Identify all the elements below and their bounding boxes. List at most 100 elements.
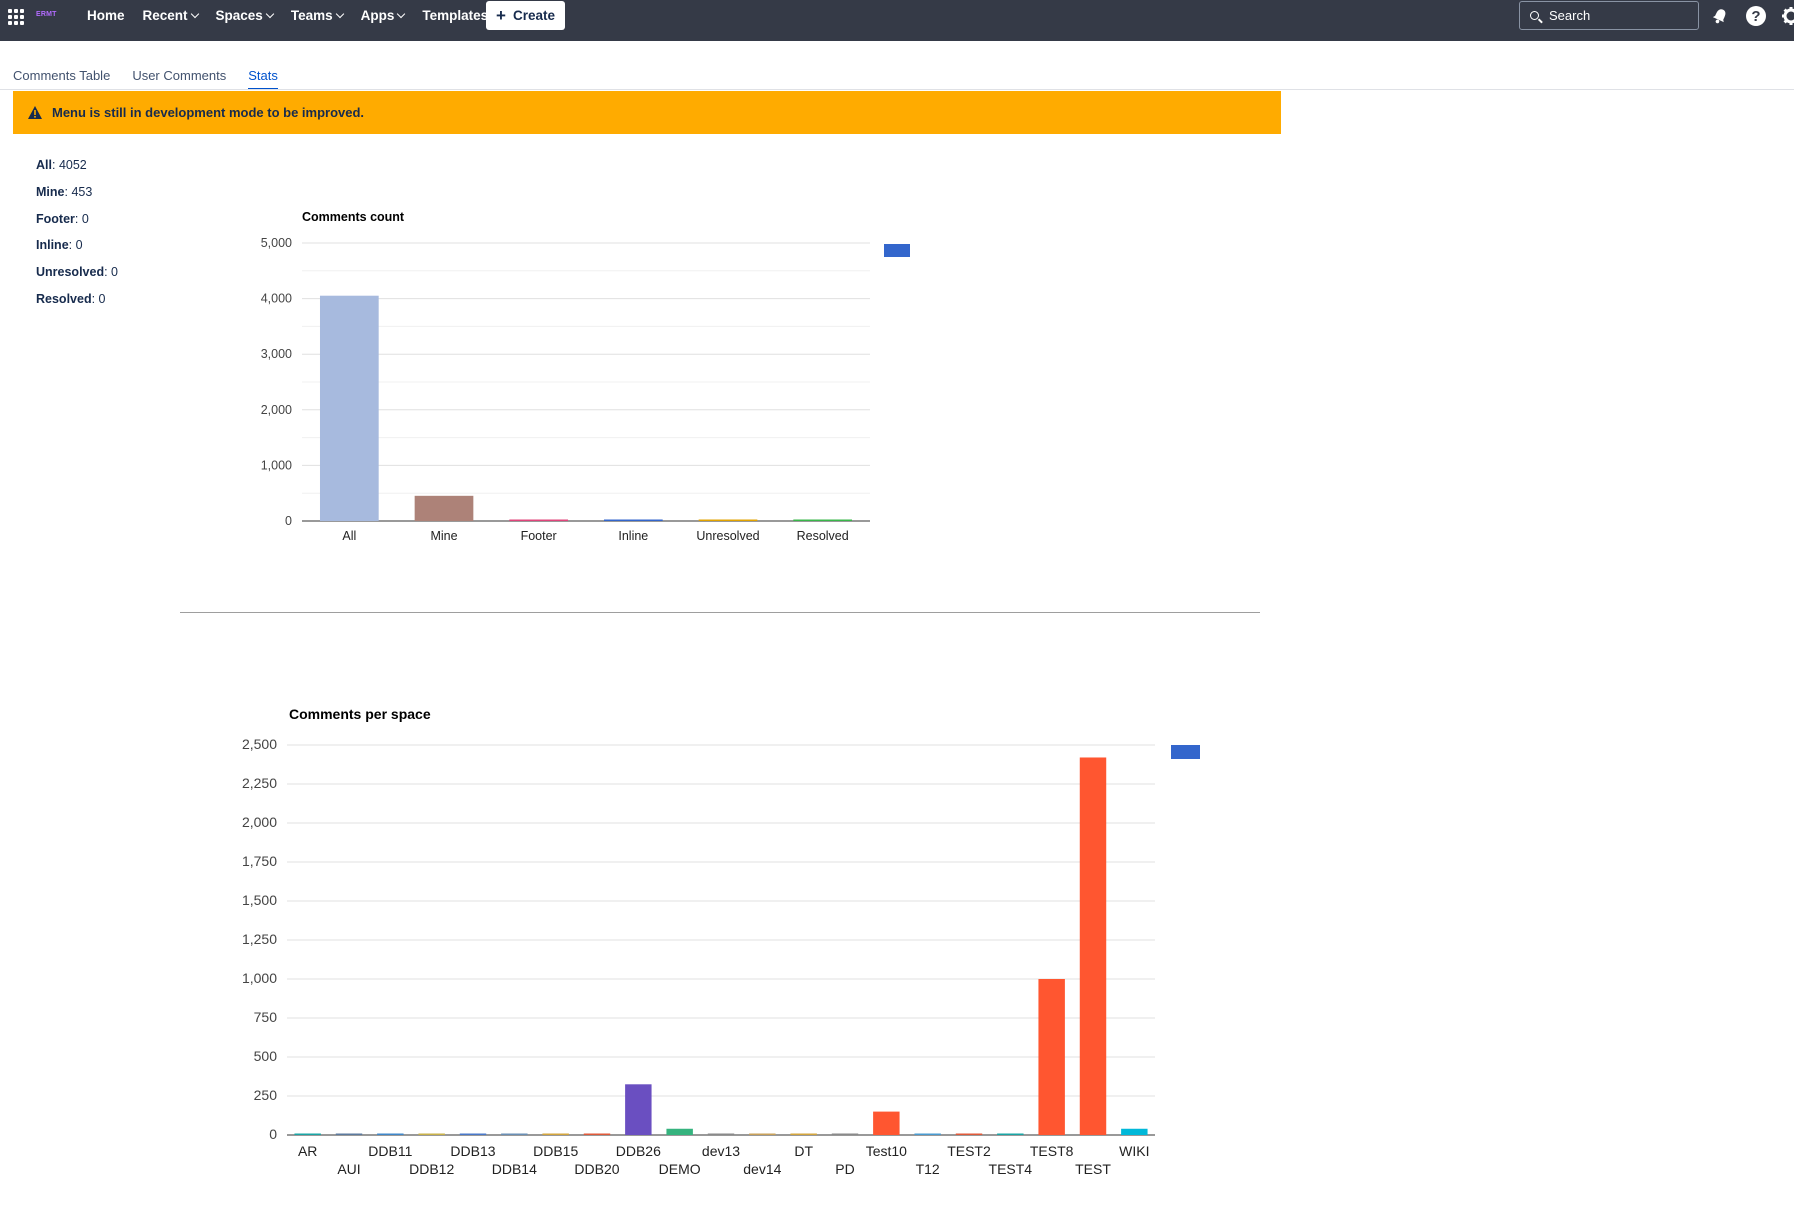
x-tick-label: DDB13 bbox=[450, 1143, 495, 1159]
chevron-down-icon bbox=[397, 9, 406, 19]
bar-ddb11[interactable] bbox=[377, 1133, 404, 1136]
stat-inline: Inline: 0 bbox=[36, 238, 83, 253]
notifications-icon[interactable] bbox=[1711, 7, 1729, 25]
x-tick-label: Resolved bbox=[797, 529, 849, 543]
comments-count-chart: Comments count 0 1,000 2,000 3,000 4,000 5,000… bbox=[261, 210, 910, 543]
tabs-divider bbox=[0, 89, 1794, 90]
y-tick-label: 0 bbox=[285, 514, 292, 528]
comment-stats-list: All: 4052 Mine: 453 Footer: 0 Inline: 0 Unre… bbox=[36, 158, 118, 319]
bar-resolved[interactable] bbox=[793, 519, 853, 522]
tab-user-comments[interactable]: User Comments bbox=[132, 68, 227, 83]
y-tick-label: 5,000 bbox=[261, 236, 292, 250]
stats-tabs: Comments Table User Comments Stats bbox=[13, 68, 300, 90]
top-navigation-bar: ERMT Home Recent Spaces Teams Apps Templates … bbox=[0, 0, 1794, 41]
bar-mine[interactable] bbox=[414, 495, 474, 521]
nav-item-apps[interactable]: Apps bbox=[361, 8, 406, 23]
bar-wiki[interactable] bbox=[1121, 1128, 1148, 1135]
nav-item-label: Templates bbox=[422, 8, 489, 23]
y-tick-label: 1,000 bbox=[242, 970, 277, 986]
y-tick-label: 4,000 bbox=[261, 292, 292, 306]
stat-footer: Footer: 0 bbox=[36, 211, 89, 226]
settings-gear-icon[interactable] bbox=[1781, 6, 1794, 26]
bar-test2[interactable] bbox=[955, 1133, 983, 1136]
search-input[interactable] bbox=[1549, 8, 1679, 23]
create-button[interactable]: + Create bbox=[486, 1, 565, 30]
bar-t12[interactable] bbox=[914, 1133, 941, 1136]
nav-item-home[interactable]: Home bbox=[87, 8, 125, 23]
y-tick-label: 2,500 bbox=[242, 736, 277, 752]
bar-ddb20[interactable] bbox=[583, 1133, 611, 1136]
bar-ddb12[interactable] bbox=[418, 1133, 445, 1136]
nav-item-teams[interactable]: Teams bbox=[291, 8, 344, 23]
chevron-down-icon bbox=[190, 9, 199, 19]
nav-item-label: Recent bbox=[142, 8, 188, 23]
bar-all[interactable] bbox=[319, 295, 379, 521]
bar-test8[interactable] bbox=[1038, 979, 1065, 1135]
bar-ddb26[interactable] bbox=[625, 1084, 652, 1135]
x-tick-label: TEST4 bbox=[989, 1161, 1033, 1177]
y-tick-label: 1,000 bbox=[261, 458, 292, 472]
x-tick-label: TEST8 bbox=[1030, 1143, 1074, 1159]
x-tick-label: DDB12 bbox=[409, 1161, 454, 1177]
y-tick-label: 2,000 bbox=[261, 403, 292, 417]
stat-value: 0 bbox=[75, 238, 83, 253]
nav-item-templates[interactable]: Templates bbox=[422, 8, 488, 23]
bar-unresolved[interactable] bbox=[698, 519, 758, 522]
x-tick-label: DDB20 bbox=[574, 1161, 619, 1177]
stat-all: All: 4052 bbox=[36, 158, 87, 172]
nav-item-label: Spaces bbox=[215, 8, 263, 23]
x-tick-label: TEST2 bbox=[947, 1143, 991, 1159]
tab-stats[interactable]: Stats bbox=[248, 68, 278, 90]
bar-footer[interactable] bbox=[509, 519, 569, 522]
chevron-down-icon bbox=[265, 9, 275, 19]
warning-message: Menu is still in development mode to be … bbox=[52, 105, 365, 120]
bar-dev13[interactable] bbox=[707, 1133, 735, 1136]
site-logo[interactable]: ERMT bbox=[36, 11, 57, 18]
stat-resolved: Resolved: 0 bbox=[36, 291, 106, 306]
y-tick-label: 750 bbox=[254, 1009, 278, 1025]
search-box[interactable] bbox=[1519, 1, 1699, 30]
charts-divider bbox=[180, 612, 1260, 613]
x-tick-label: DEMO bbox=[659, 1161, 701, 1177]
x-tick-label: All bbox=[342, 529, 356, 543]
x-tick-label: Inline bbox=[618, 529, 648, 543]
nav-item-spaces[interactable]: Spaces bbox=[215, 8, 275, 23]
bar-demo[interactable] bbox=[666, 1128, 693, 1135]
y-tick-label: 1,750 bbox=[242, 853, 277, 869]
x-tick-label: TEST bbox=[1075, 1161, 1111, 1177]
app-switcher-icon[interactable] bbox=[8, 9, 24, 25]
x-tick-label: DDB26 bbox=[616, 1143, 661, 1159]
legend-swatch bbox=[884, 244, 910, 257]
tab-comments-table[interactable]: Comments Table bbox=[13, 68, 111, 83]
bar-inline[interactable] bbox=[603, 519, 663, 522]
plus-icon: + bbox=[496, 6, 506, 25]
create-button-label: Create bbox=[512, 8, 555, 23]
warning-icon bbox=[28, 106, 42, 119]
y-tick-label: 2,000 bbox=[242, 814, 277, 830]
x-tick-label: Test10 bbox=[866, 1143, 907, 1159]
x-tick-label: AR bbox=[298, 1143, 317, 1159]
chart-title: Comments per space bbox=[289, 706, 431, 722]
chevron-down-icon bbox=[335, 9, 344, 19]
stat-label: All bbox=[36, 158, 52, 172]
stat-value: 4052 bbox=[58, 158, 87, 172]
legend-swatch bbox=[1171, 745, 1200, 759]
nav-item-recent[interactable]: Recent bbox=[142, 8, 199, 23]
development-warning-banner: Menu is still in development mode to be … bbox=[13, 91, 1281, 134]
bar-test10[interactable] bbox=[873, 1111, 900, 1135]
bar-dev14[interactable] bbox=[749, 1133, 776, 1136]
bar-ar[interactable] bbox=[294, 1133, 321, 1136]
stat-value: 453 bbox=[71, 184, 93, 199]
help-icon[interactable]: ? bbox=[1746, 6, 1766, 26]
bar-dt[interactable] bbox=[790, 1133, 817, 1136]
bar-ddb13[interactable] bbox=[459, 1133, 487, 1136]
x-tick-label: Unresolved bbox=[696, 529, 759, 543]
x-tick-label: AUI bbox=[337, 1161, 360, 1177]
bar-aui[interactable] bbox=[335, 1133, 363, 1136]
bar-pd[interactable] bbox=[831, 1133, 859, 1136]
bar-ddb14[interactable] bbox=[501, 1133, 528, 1136]
y-tick-label: 1,250 bbox=[242, 931, 277, 947]
bar-ddb15[interactable] bbox=[542, 1133, 569, 1136]
bar-test4[interactable] bbox=[997, 1133, 1024, 1136]
bar-test[interactable] bbox=[1079, 757, 1107, 1135]
